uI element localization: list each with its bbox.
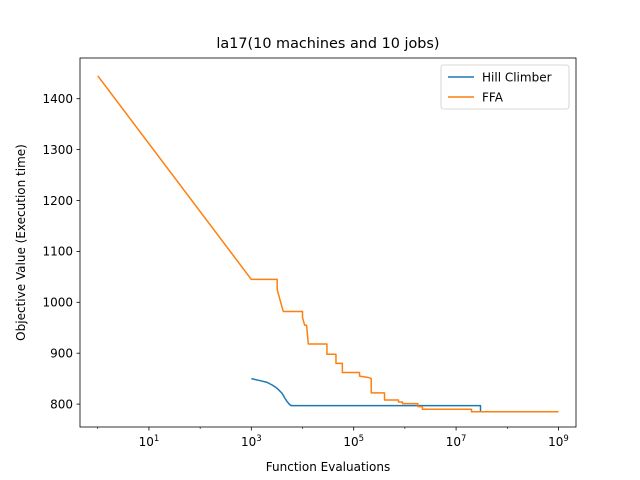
x-tick-label: 105 <box>343 434 364 449</box>
y-tick-label: 1400 <box>42 92 73 106</box>
legend-label: Hill Climber <box>482 70 552 84</box>
x-tick-label: 103 <box>241 434 262 449</box>
series-line-hill-climber <box>251 377 559 413</box>
legend: Hill Climber FFA <box>440 64 570 110</box>
legend-box <box>440 64 570 110</box>
y-tick-label: 1300 <box>42 143 73 157</box>
y-tick-label: 1000 <box>42 296 73 310</box>
series-layer <box>97 75 559 413</box>
x-tick-label: 101 <box>139 434 160 449</box>
y-tick-label: 900 <box>50 347 73 361</box>
plot-area <box>97 75 559 413</box>
chart-title: la17(10 machines and 10 jobs) <box>216 36 439 52</box>
x-tick-label: 109 <box>548 434 569 449</box>
axes-frame <box>79 57 577 428</box>
y-tick-label: 1200 <box>42 194 73 208</box>
series-line-ffa <box>97 75 559 413</box>
y-tick-label: 800 <box>50 397 73 411</box>
y-axis-ticks: 800 900 1000 1100 1200 1300 1400 <box>42 92 80 411</box>
legend-label: FFA <box>482 90 504 104</box>
x-axis-label: Function Evaluations <box>266 460 390 474</box>
y-tick-label: 1100 <box>42 245 73 259</box>
x-tick-label: 107 <box>446 434 467 449</box>
x-axis-ticks: 101 103 105 107 109 <box>97 427 569 449</box>
y-axis-label: Objective Value (Execution time) <box>14 144 28 341</box>
